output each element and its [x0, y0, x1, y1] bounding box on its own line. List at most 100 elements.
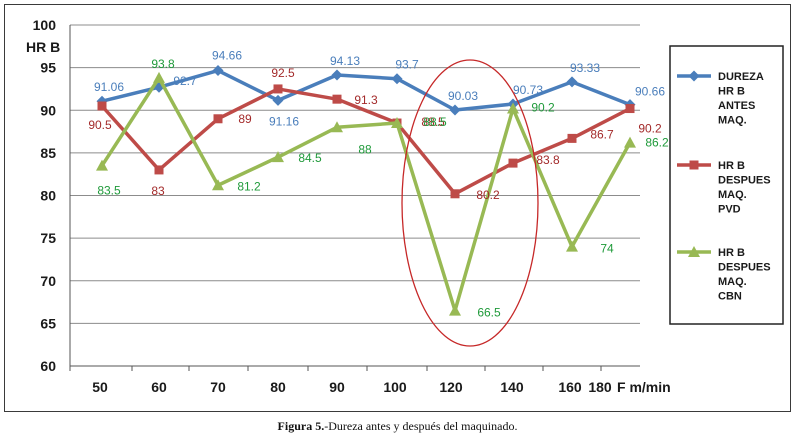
series1-point-90	[331, 69, 343, 81]
series2-label-140: 83.8	[536, 153, 560, 167]
y-tick-95: 95	[40, 60, 56, 76]
series3-label-180: 86.2	[645, 136, 669, 150]
series2-point-160	[567, 133, 577, 143]
x-tick-60: 60	[151, 379, 167, 395]
x-tick-180: 180	[588, 379, 612, 395]
axes	[69, 25, 640, 371]
series1-label-160: 93.33	[570, 61, 600, 75]
series3-point-120	[449, 304, 461, 316]
series2-point-120	[450, 189, 460, 199]
series1-label-180: 90.66	[635, 85, 665, 99]
series2-point-140	[508, 158, 518, 168]
x-tick-70: 70	[210, 379, 226, 395]
series1-label-50: 91.06	[94, 80, 124, 94]
x-tick-90: 90	[329, 379, 345, 395]
series3-point-100	[391, 117, 403, 129]
series3-point-50	[96, 159, 108, 171]
series3-point-70	[212, 179, 224, 191]
series3-label-50: 83.5	[97, 184, 121, 198]
series3-label-160: 74	[600, 242, 614, 256]
legend-marker-3	[688, 246, 700, 257]
series1-label-60: 92.7	[173, 74, 197, 88]
series1-point-160	[566, 76, 578, 88]
series1-label-70: 94.66	[212, 49, 242, 63]
series1-label-120: 90.03	[448, 89, 478, 103]
legend-entry-1-line-4: MAQ.	[718, 115, 747, 127]
legend-marker-1	[688, 70, 700, 82]
series2-label-180: 90.2	[638, 122, 662, 136]
y-tick-65: 65	[40, 315, 56, 331]
legend-entry-3-line-1: HR B	[718, 247, 745, 259]
series1-label-140: 90.73	[513, 83, 543, 97]
series2-label-120: 80.2	[476, 188, 500, 202]
series1-point-80	[272, 94, 284, 106]
y-tick-100: 100	[33, 17, 57, 33]
x-tick-140: 140	[500, 379, 524, 395]
legend-box	[669, 45, 784, 325]
series3-point-60	[153, 71, 165, 83]
series3-point-90	[331, 121, 343, 133]
x-tick-50: 50	[92, 379, 108, 395]
series3-label-60: 93.8	[151, 57, 175, 71]
chart-canvas: 60 65 70 75 80 85 90 95 100 50 60 70 80 90 100 120 140 1…	[26, 17, 784, 395]
series2-label-70: 89	[238, 112, 252, 126]
legend-entry-2-line-4: PVD	[718, 204, 741, 216]
x-tick-80: 80	[270, 379, 286, 395]
series1-label-90: 94.13	[330, 54, 360, 68]
series2-label-60: 83	[151, 184, 165, 198]
x-axis-label: F m/min	[617, 379, 671, 395]
series-line-3	[100, 76, 632, 313]
legend-entry-2-line-1: HR B	[718, 160, 745, 172]
x-tick-160: 160	[558, 379, 582, 395]
series2-label-50: 90.5	[88, 118, 112, 132]
series3-point-160	[566, 240, 578, 252]
legend-entry-3-line-4: CBN	[718, 291, 742, 303]
x-tick-120: 120	[439, 379, 463, 395]
caption-text: -Dureza antes y después del maquinado.	[324, 419, 518, 433]
series1-point-100	[391, 73, 403, 85]
legend-entry-1-line-1: DUREZA	[718, 71, 764, 83]
series1-point-120	[449, 104, 461, 116]
legend-entry-2-line-2: DESPUES	[718, 175, 771, 187]
series3-point-80	[272, 151, 284, 163]
series3-point-140	[507, 102, 519, 114]
legend-entry-3-line-3: MAQ.	[718, 276, 747, 288]
y-tick-60: 60	[40, 358, 56, 374]
series2-point-70	[213, 114, 223, 124]
caption-prefix: Figura 5.	[277, 419, 325, 433]
y-tick-85: 85	[40, 145, 56, 161]
series2-label-160: 86.7	[590, 127, 614, 141]
annotation-layer	[401, 59, 539, 347]
y-tick-70: 70	[40, 273, 56, 289]
series2-point-90	[332, 94, 342, 104]
legend-entry-1-line-2: HR B	[718, 86, 745, 98]
legend: DUREZA HR B ANTES MAQ. HR B DESPUES MAQ. PVD HR …	[669, 45, 784, 325]
chart-frame	[4, 4, 791, 412]
series1-label-80: 91.16	[269, 114, 299, 128]
series2-point-80	[273, 84, 283, 94]
series3-label-100: 88.5	[423, 115, 447, 129]
data-labels: 91.06 92.7 94.66 91.16 94.13 93.7 90.03 90.73 93…	[88, 49, 669, 320]
series2-label-100: 88.5	[421, 115, 445, 129]
figure-caption: Figura 5.-Dureza antes y después del maq…	[0, 419, 795, 434]
series-line-2	[100, 87, 631, 196]
y-tick-80: 80	[40, 188, 56, 204]
series2-label-80: 92.5	[271, 66, 295, 80]
y-tick-90: 90	[40, 102, 56, 118]
series3-label-140: 90.2	[531, 101, 555, 115]
y-tick-labels: 60 65 70 75 80 85 90 95 100	[33, 17, 57, 374]
series2-point-60	[154, 165, 164, 175]
series1-point-70	[212, 65, 224, 77]
x-tick-labels: 50 60 70 80 90 100 120 140 160 180	[92, 379, 612, 395]
series-line-1	[101, 68, 631, 112]
series3-label-80: 84.5	[298, 151, 322, 165]
series3-point-180	[624, 136, 636, 148]
series-layer	[96, 65, 636, 316]
legend-entry-1-line-3: ANTES	[718, 100, 755, 112]
series3-label-90: 88	[358, 142, 372, 156]
y-tick-75: 75	[40, 230, 56, 246]
series2-point-180	[625, 104, 635, 114]
x-tick-100: 100	[383, 379, 407, 395]
y-axis-label: HR B	[26, 39, 60, 55]
legend-entry-2-line-3: MAQ.	[718, 189, 747, 201]
